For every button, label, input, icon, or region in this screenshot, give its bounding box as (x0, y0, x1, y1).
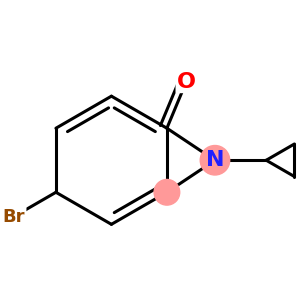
Circle shape (154, 179, 180, 205)
Text: N: N (206, 150, 224, 170)
Circle shape (200, 146, 230, 175)
Text: O: O (177, 72, 196, 92)
Text: Br: Br (2, 208, 25, 226)
